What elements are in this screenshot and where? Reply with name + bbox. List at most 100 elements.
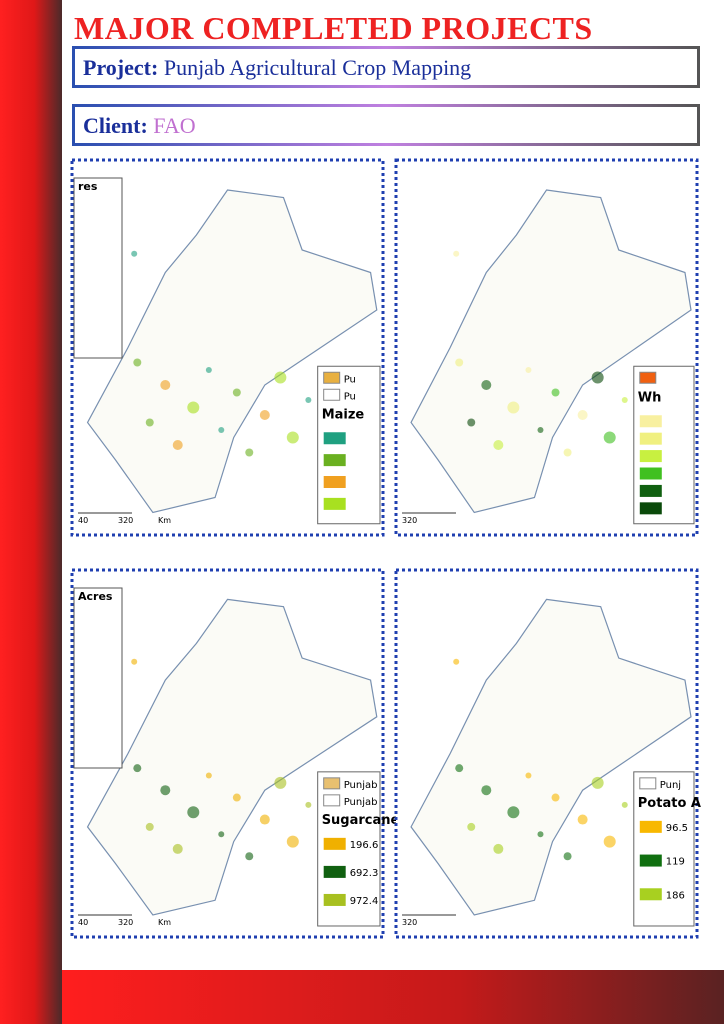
legend-title: Sugarcane xyxy=(322,813,400,828)
crop-patch xyxy=(603,835,616,848)
scale-label: 40 xyxy=(78,516,88,525)
legend-label: Punjab xyxy=(344,780,378,791)
crop-patch xyxy=(305,397,312,403)
class-swatch xyxy=(639,484,662,497)
crop-patch xyxy=(603,431,616,444)
project-box: Project: Punjab Agricultural Crop Mappin… xyxy=(72,46,700,88)
class-label: 96.5 xyxy=(666,823,688,834)
crop-patch xyxy=(453,658,460,665)
crop-patch xyxy=(259,410,270,420)
legend-title: Wh xyxy=(638,390,662,405)
class-swatch xyxy=(639,820,662,833)
table xyxy=(73,177,123,359)
class-swatch xyxy=(639,854,662,867)
crop-patch xyxy=(205,772,212,779)
province-outline xyxy=(410,189,692,514)
crop-patch xyxy=(245,852,254,861)
crop-patch xyxy=(455,764,464,773)
client-box: Client: FAO xyxy=(72,104,700,146)
crop-patch xyxy=(286,431,299,444)
crop-patch xyxy=(245,448,254,457)
crop-patch xyxy=(274,776,287,789)
class-swatch xyxy=(323,497,346,510)
crop-patch xyxy=(133,358,142,367)
crop-patch xyxy=(621,397,628,403)
crop-patch xyxy=(537,831,544,838)
crop-patch xyxy=(145,418,154,427)
crop-patch xyxy=(551,388,560,397)
legend-swatch xyxy=(323,777,341,790)
crop-patch xyxy=(187,806,200,819)
crop-patch xyxy=(131,250,138,257)
table-header: Acres xyxy=(78,590,113,603)
legend xyxy=(633,365,695,525)
crop-patch xyxy=(563,448,572,457)
scale-label: Km xyxy=(158,918,171,927)
crop-patch xyxy=(481,380,492,390)
class-swatch xyxy=(323,432,346,445)
crop-patch xyxy=(232,388,241,397)
crop-patch xyxy=(205,367,212,373)
scale-label: 320 xyxy=(402,918,417,927)
client-value: FAO xyxy=(153,113,196,138)
legend-label: Pu xyxy=(344,391,356,402)
class-label: 692.3 xyxy=(350,868,379,879)
page-title: MAJOR COMPLETED PROJECTS xyxy=(74,10,593,46)
legend xyxy=(633,771,695,927)
legend-title: Potato A xyxy=(638,796,701,811)
crop-patch xyxy=(218,427,225,433)
crop-patch xyxy=(525,367,532,373)
crop-patch xyxy=(493,440,504,450)
crop-patch xyxy=(286,835,299,848)
class-swatch xyxy=(639,432,662,445)
crop-patch xyxy=(591,371,604,384)
class-label: 196.6 xyxy=(350,840,379,851)
legend-swatch xyxy=(323,794,341,807)
crop-patch xyxy=(577,814,588,825)
class-swatch xyxy=(639,467,662,480)
project-value: Punjab Agricultural Crop Mapping xyxy=(163,55,472,80)
scale-label: 320 xyxy=(118,918,133,927)
legend-label: Punj xyxy=(660,780,681,791)
crop-patch xyxy=(507,806,520,819)
footer-band xyxy=(62,970,724,1024)
client-label: Client: xyxy=(83,113,148,138)
scale-label: 320 xyxy=(118,516,133,525)
crop-patch xyxy=(305,801,312,808)
crop-patch xyxy=(145,822,154,831)
crop-patch xyxy=(507,401,520,414)
class-swatch xyxy=(323,893,346,906)
legend-swatch xyxy=(639,777,657,790)
crop-patch xyxy=(467,418,476,427)
crop-patch xyxy=(232,793,241,802)
crop-patch xyxy=(160,785,171,796)
crop-patch xyxy=(577,410,588,420)
province-outline xyxy=(86,189,378,514)
crop-patch xyxy=(551,793,560,802)
crop-patch xyxy=(481,785,492,796)
crop-patch xyxy=(453,250,460,257)
crop-patch xyxy=(259,814,270,825)
crop-patch xyxy=(187,401,200,414)
crop-patch xyxy=(467,822,476,831)
crop-patch xyxy=(621,801,628,808)
province-outline xyxy=(410,598,692,916)
legend-swatch xyxy=(323,388,341,401)
class-swatch xyxy=(639,415,662,428)
project-label: Project: xyxy=(83,55,159,80)
crop-patch xyxy=(131,658,138,665)
crop-patch xyxy=(493,843,504,854)
crop-patch xyxy=(218,831,225,838)
crop-patch xyxy=(172,440,183,450)
crop-patch xyxy=(591,776,604,789)
crop-patch xyxy=(525,772,532,779)
province-outline xyxy=(86,598,378,916)
legend-swatch xyxy=(323,371,341,384)
class-label: 186 xyxy=(666,890,685,901)
scale-label: Km xyxy=(158,516,171,525)
legend-label: Punjab xyxy=(344,797,378,808)
table xyxy=(73,587,123,769)
scale-label: 320 xyxy=(402,516,417,525)
class-label: 972.4 xyxy=(350,896,379,907)
